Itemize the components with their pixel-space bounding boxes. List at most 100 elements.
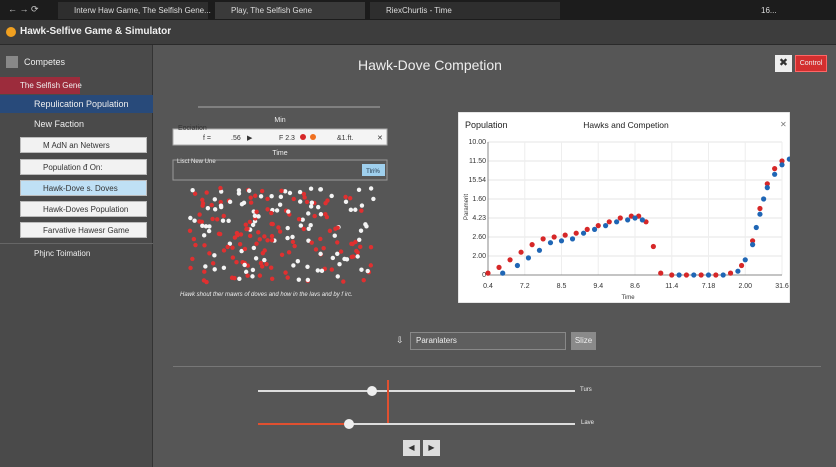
close[interactable]: ✕ (377, 135, 383, 142)
prev-button[interactable]: ◀ (403, 440, 420, 456)
point (698, 272, 704, 278)
agent (368, 263, 374, 268)
agent (291, 196, 296, 202)
x-tick-label: 11.4 (665, 283, 678, 290)
slider-track[interactable] (258, 390, 575, 392)
agent (358, 228, 364, 233)
agent (268, 265, 274, 270)
y-tick-label: 4.23 (472, 215, 486, 222)
agent (221, 265, 227, 270)
point (750, 242, 756, 248)
x-tick-label: 0.4 (483, 283, 493, 290)
agent (191, 236, 197, 242)
slider-knob[interactable] (344, 419, 354, 429)
list-box (172, 159, 388, 181)
agent (368, 244, 374, 250)
label: Lisct New Une (177, 159, 216, 165)
parameters-button[interactable]: Slize (571, 332, 596, 350)
agent (207, 251, 212, 256)
sidebar-header: Competes (24, 57, 66, 67)
agent (239, 248, 244, 254)
y-tick-label: 15.54 (468, 177, 486, 184)
agent (364, 224, 369, 229)
agent (219, 189, 224, 194)
agent (335, 225, 340, 230)
point (507, 257, 513, 263)
sidebar-button[interactable]: M AdN an Netwers (20, 137, 147, 153)
agent (218, 203, 224, 208)
y-axis-label: Paramerit (464, 194, 470, 220)
sidebar-item[interactable]: Repulication Population (0, 95, 153, 113)
agent (265, 196, 270, 202)
point (614, 219, 620, 225)
agent (253, 193, 258, 198)
sidebar-item[interactable]: New Faction (34, 119, 85, 129)
play[interactable]: ▶ (247, 135, 253, 142)
agent (226, 218, 231, 224)
point (514, 262, 520, 269)
agent (323, 211, 328, 217)
nav-buttons[interactable]: ← → ⟳ (8, 4, 39, 14)
agent (257, 273, 263, 278)
agent (361, 277, 366, 283)
sidebar-button[interactable]: Hawk-Doves Population (20, 201, 147, 217)
slider-track[interactable] (258, 423, 575, 425)
label[interactable]: Tlri% (366, 169, 380, 175)
tab[interactable]: 16... (761, 6, 777, 15)
agent (190, 256, 195, 262)
control-button[interactable]: Control (795, 55, 827, 72)
card (458, 112, 790, 303)
agent (187, 228, 193, 234)
agent (279, 188, 284, 193)
sidebar-button[interactable]: Population đ On: (20, 159, 147, 175)
agent (212, 267, 217, 272)
agent (308, 204, 314, 209)
agent (337, 261, 342, 267)
agent (218, 199, 223, 205)
agent (285, 275, 290, 280)
x-tick-label: 2.00 (738, 283, 752, 290)
sidebar-item[interactable]: The Selfish Gene (0, 77, 82, 94)
agent (216, 231, 222, 237)
slider-knob[interactable] (367, 386, 377, 396)
tab[interactable]: Play, The Selfish Gene (215, 2, 365, 19)
agent (259, 264, 265, 269)
agent (250, 274, 255, 279)
agent (292, 243, 297, 249)
next-button[interactable]: ▶ (423, 440, 440, 456)
point (757, 205, 763, 212)
agent (306, 226, 311, 232)
agent (329, 267, 335, 272)
close[interactable]: ✕ (780, 120, 787, 129)
sidebar-button[interactable]: Hawk-Dove s. Doves (20, 180, 147, 196)
x-tick-label: 9.4 (593, 283, 603, 290)
agent (221, 248, 227, 253)
parameters-input[interactable]: Paranlaters (410, 332, 566, 350)
point (518, 249, 524, 255)
agent (262, 248, 267, 253)
agent (277, 229, 283, 234)
tab[interactable]: Interw Haw Game, The Selfish Gene... (58, 2, 211, 19)
agent (304, 199, 310, 205)
agent (250, 267, 256, 273)
agent (197, 219, 202, 224)
agent (357, 237, 362, 242)
agent (193, 242, 198, 248)
point (658, 270, 664, 276)
close-button[interactable]: ✖ (775, 55, 792, 72)
list-button[interactable] (362, 164, 385, 176)
agent (210, 216, 215, 222)
agent (192, 191, 198, 196)
icon (310, 134, 316, 140)
agent (353, 207, 358, 212)
point (786, 156, 790, 162)
sidebar-button[interactable]: Farvative Hawesr Game (20, 222, 147, 238)
point (713, 272, 719, 278)
app-icon (6, 27, 16, 37)
x-tick-label: 31.6 (775, 283, 789, 290)
tab[interactable]: RiexChurtis - Time (370, 2, 560, 19)
agent (243, 269, 249, 275)
point (595, 223, 601, 229)
point (761, 196, 767, 202)
sidebar-footer[interactable]: Phjnc Toimation (0, 243, 153, 263)
